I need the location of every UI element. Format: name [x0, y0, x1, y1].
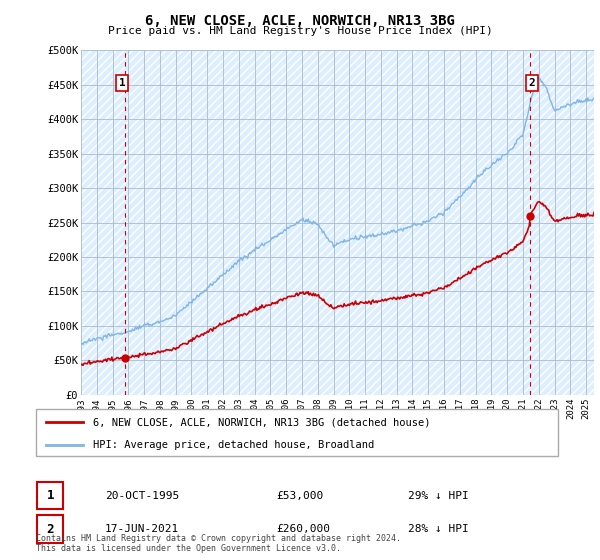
Text: 29% ↓ HPI: 29% ↓ HPI — [408, 491, 469, 501]
Text: 2: 2 — [47, 522, 54, 536]
Text: Price paid vs. HM Land Registry's House Price Index (HPI): Price paid vs. HM Land Registry's House … — [107, 26, 493, 36]
Text: 1: 1 — [47, 489, 54, 502]
FancyBboxPatch shape — [37, 482, 64, 510]
Text: 28% ↓ HPI: 28% ↓ HPI — [408, 524, 469, 534]
Text: £260,000: £260,000 — [276, 524, 330, 534]
FancyBboxPatch shape — [37, 515, 64, 543]
Text: 17-JUN-2021: 17-JUN-2021 — [105, 524, 179, 534]
Text: HPI: Average price, detached house, Broadland: HPI: Average price, detached house, Broa… — [94, 440, 374, 450]
Text: 2: 2 — [529, 78, 535, 88]
Text: 6, NEW CLOSE, ACLE, NORWICH, NR13 3BG (detached house): 6, NEW CLOSE, ACLE, NORWICH, NR13 3BG (d… — [94, 417, 431, 427]
Text: 1: 1 — [119, 78, 125, 88]
Text: 20-OCT-1995: 20-OCT-1995 — [105, 491, 179, 501]
Text: Contains HM Land Registry data © Crown copyright and database right 2024.
This d: Contains HM Land Registry data © Crown c… — [36, 534, 401, 553]
Text: £53,000: £53,000 — [276, 491, 323, 501]
FancyBboxPatch shape — [36, 409, 558, 456]
Text: 6, NEW CLOSE, ACLE, NORWICH, NR13 3BG: 6, NEW CLOSE, ACLE, NORWICH, NR13 3BG — [145, 14, 455, 28]
